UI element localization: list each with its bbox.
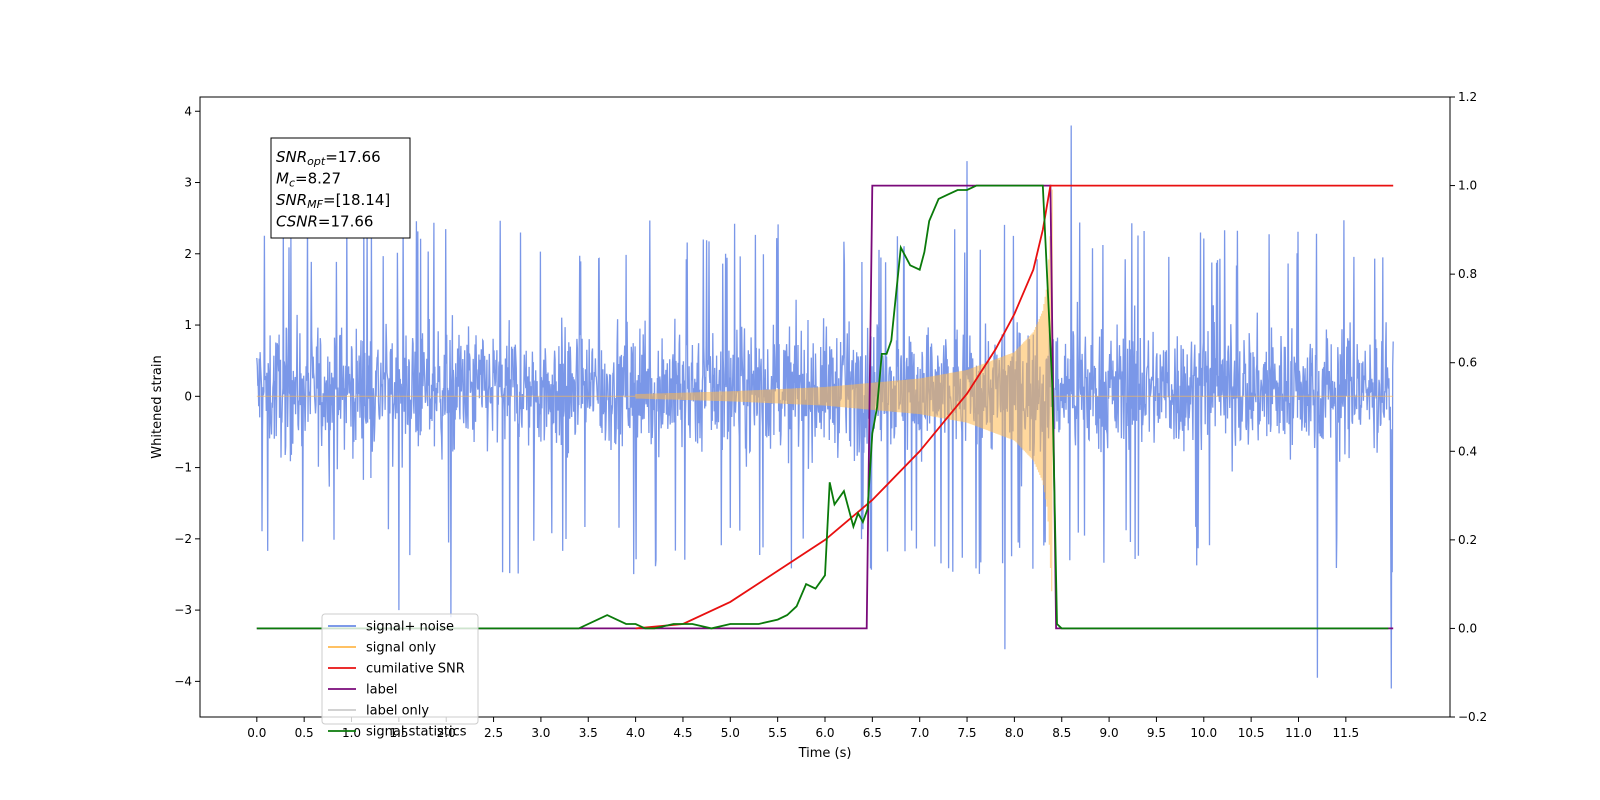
left-y-tick-label: −2 bbox=[174, 532, 192, 546]
x-tick-label: 11.0 bbox=[1285, 726, 1312, 740]
axis-ticks: 0.0 0.5 1.0 1.5 2.0 2.5 3.0 3.5 4.0 4.5 5.0 5.5 6.0 6… bbox=[174, 90, 1487, 740]
right-y-tick-label: 0.6 bbox=[1458, 356, 1477, 370]
series-signal-noise bbox=[256, 125, 1394, 689]
x-tick-label: 7.0 bbox=[910, 726, 929, 740]
series-cumulative-snr bbox=[635, 184, 1394, 630]
x-tick-label: 3.5 bbox=[579, 726, 598, 740]
legend-entry-label: label only bbox=[366, 704, 429, 719]
x-tick-label: 5.5 bbox=[768, 726, 787, 740]
legend-entry-label: signal statistics bbox=[366, 725, 467, 740]
x-tick-label: 11.5 bbox=[1332, 726, 1359, 740]
annotation-line: SNRMF=[18.14] bbox=[276, 191, 390, 211]
legend-entry-label: signal+ noise bbox=[366, 620, 454, 635]
x-tick-label: 10.0 bbox=[1190, 726, 1217, 740]
x-tick-label: 2.0 bbox=[437, 726, 456, 740]
right-y-tick-label: 1.2 bbox=[1458, 90, 1477, 104]
x-tick-label: 9.5 bbox=[1147, 726, 1166, 740]
x-tick-label: 1.0 bbox=[342, 726, 361, 740]
left-y-tick-label: 2 bbox=[184, 247, 192, 261]
left-y-tick-label: −3 bbox=[174, 603, 192, 617]
right-y-tick-label: −0.2 bbox=[1458, 710, 1487, 724]
left-y-tick-label: −1 bbox=[174, 461, 192, 475]
legend-entry-label: cumilative SNR bbox=[366, 662, 465, 677]
left-y-axis-label: Whitened strain bbox=[150, 355, 165, 458]
x-tick-label: 6.5 bbox=[863, 726, 882, 740]
x-tick-label: 8.0 bbox=[1005, 726, 1024, 740]
x-tick-label: 4.5 bbox=[673, 726, 692, 740]
x-tick-label: 6.0 bbox=[815, 726, 834, 740]
plot-area bbox=[256, 125, 1394, 689]
x-tick-label: 0.0 bbox=[247, 726, 266, 740]
x-tick-label: 1.5 bbox=[389, 726, 408, 740]
annotation-frame bbox=[270, 137, 411, 239]
x-tick-label: 0.5 bbox=[295, 726, 314, 740]
legend-entry-label: signal only bbox=[366, 641, 436, 656]
x-tick-label: 3.0 bbox=[531, 726, 550, 740]
right-y-tick-label: 0.0 bbox=[1458, 621, 1477, 635]
left-y-tick-label: 1 bbox=[184, 318, 192, 332]
right-y-tick-label: 0.4 bbox=[1458, 444, 1477, 458]
right-y-tick-label: 0.2 bbox=[1458, 533, 1477, 547]
legend: signal+ noise signal only cumilative SNR la… bbox=[321, 613, 479, 740]
legend-frame bbox=[321, 613, 479, 725]
x-tick-label: 10.5 bbox=[1238, 726, 1265, 740]
legend-entry-label: label bbox=[366, 683, 397, 698]
x-tick-label: 2.5 bbox=[484, 726, 503, 740]
annotation-line: CSNR=17.66 bbox=[276, 213, 373, 231]
x-axis-label: Time (s) bbox=[798, 746, 852, 761]
x-tick-label: 4.0 bbox=[626, 726, 645, 740]
x-tick-label: 8.5 bbox=[1052, 726, 1071, 740]
series-signal-statistics bbox=[256, 184, 1389, 630]
left-y-tick-label: −4 bbox=[174, 674, 192, 688]
x-tick-label: 9.0 bbox=[1100, 726, 1119, 740]
left-y-tick-label: 3 bbox=[184, 176, 192, 190]
right-y-tick-label: 0.8 bbox=[1458, 267, 1477, 281]
annotation-line: SNRopt=17.66 bbox=[276, 148, 381, 168]
left-y-tick-label: 0 bbox=[184, 389, 192, 403]
right-y-tick-label: 1.0 bbox=[1458, 179, 1477, 193]
left-y-tick-label: 4 bbox=[184, 104, 192, 118]
x-tick-label: 7.5 bbox=[957, 726, 976, 740]
series-signal-only bbox=[256, 189, 1394, 592]
x-tick-label: 5.0 bbox=[721, 726, 740, 740]
annotation-line: Mc=8.27 bbox=[276, 170, 341, 190]
